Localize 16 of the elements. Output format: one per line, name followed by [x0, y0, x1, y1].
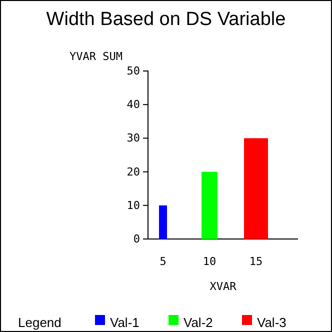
y-axis-title: YVAR SUM [70, 50, 123, 63]
legend-label: Val-2 [184, 315, 213, 330]
x-tick-label: 15 [249, 255, 263, 268]
y-tick-label: 20 [126, 165, 140, 178]
y-tick-label: 30 [126, 132, 140, 145]
legend-label: Val-3 [257, 315, 286, 330]
y-tick-label: 0 [133, 232, 140, 246]
y-tick-label: 10 [126, 198, 140, 212]
x-axis-title: XVAR [210, 280, 237, 293]
y-tick-label: 40 [126, 98, 140, 112]
y-tick-label: 50 [126, 64, 140, 78]
chart-title: Width Based on DS Variable [46, 9, 286, 30]
legend-label: Val-1 [110, 315, 140, 330]
x-tick-label: 10 [202, 255, 216, 268]
legend-title: Legend [18, 315, 62, 330]
x-tick-label: 5 [160, 255, 166, 268]
